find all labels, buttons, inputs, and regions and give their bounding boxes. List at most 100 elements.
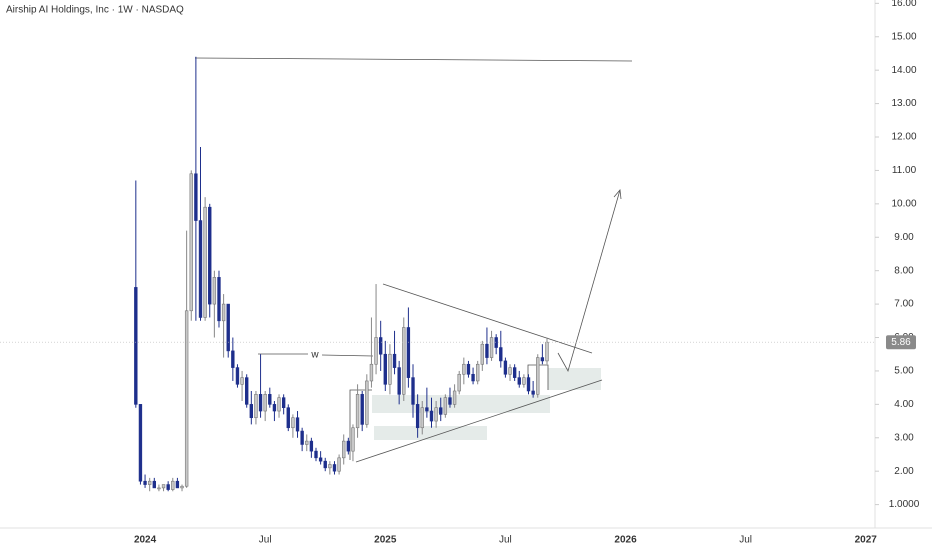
candle-body [545, 341, 549, 362]
candle-body [466, 363, 471, 375]
y-tick-label: 1.0000 [889, 499, 920, 510]
candle-body [462, 363, 466, 375]
zone [374, 426, 487, 440]
candle-body [411, 377, 415, 405]
candle-body [286, 407, 290, 429]
candle-body [355, 394, 360, 429]
y-tick-label: 3.00 [894, 432, 914, 443]
candle-body [240, 377, 244, 385]
x-tick-label: Jul [499, 535, 512, 546]
candle-body [212, 277, 217, 305]
y-tick-label: 13.00 [891, 98, 916, 109]
candle-body [305, 440, 309, 445]
candle-body [378, 337, 383, 355]
candle-body [314, 450, 318, 459]
candle-body [489, 337, 494, 358]
annotation: w [310, 350, 319, 361]
candle-body [526, 377, 531, 392]
candle-body [397, 367, 401, 395]
candle-body [221, 303, 226, 322]
candle-body [457, 373, 461, 392]
candle-body [171, 480, 175, 490]
last-price-box [886, 335, 916, 350]
triangle-top [382, 283, 593, 354]
candle-body [258, 394, 263, 412]
last-price-label: 5.86 [891, 337, 911, 348]
candle-body [425, 407, 429, 412]
y-tick-label: 15.00 [891, 31, 916, 42]
candle-body [189, 173, 193, 312]
candle-body [295, 417, 300, 432]
candle-body [512, 367, 517, 378]
candle-body [383, 353, 387, 385]
x-tick-label: 2024 [134, 535, 157, 546]
candle-body [443, 397, 448, 415]
candle-body [217, 277, 221, 322]
x-tick-label: Jul [739, 535, 752, 546]
candle-body [342, 440, 346, 459]
candle-body [365, 380, 369, 425]
candle-body [369, 363, 374, 382]
candle-body [531, 390, 535, 395]
candle-body [300, 430, 304, 445]
candle-body [245, 377, 249, 405]
candle-body [434, 407, 438, 422]
candle-body [536, 357, 540, 395]
drawings: w [194, 57, 633, 463]
x-tick-label: 2026 [614, 535, 637, 546]
candle-body [540, 357, 545, 362]
candle-body [323, 460, 327, 469]
resistance-line [194, 57, 633, 62]
candle-body [388, 353, 392, 385]
candle-body [328, 464, 332, 469]
w-line [321, 354, 374, 357]
bracket [349, 389, 372, 460]
candle-body [318, 457, 323, 462]
candle-body [522, 377, 526, 385]
triangle-bottom [355, 379, 603, 463]
candle-body [254, 394, 258, 419]
y-tick-label: 16.00 [891, 0, 916, 9]
candle-body [346, 440, 351, 452]
projection-arrow [557, 189, 621, 373]
y-tick-label: 8.00 [894, 265, 914, 276]
candle-body [508, 367, 512, 375]
candle-body [406, 327, 411, 378]
candle-body [503, 360, 508, 375]
candle-body [480, 343, 484, 365]
candle-body [476, 363, 480, 382]
candle-body [448, 397, 452, 405]
candle-body [138, 404, 143, 482]
zone [548, 368, 601, 390]
candle-body [499, 347, 503, 362]
candle-body [235, 367, 240, 385]
y-tick-label: 11.00 [892, 165, 917, 176]
candle-body [198, 220, 203, 318]
candle-body [180, 485, 184, 489]
candles [134, 56, 549, 492]
candle-body [272, 404, 277, 412]
candle-body [281, 397, 286, 408]
y-tick-label: 9.00 [894, 232, 914, 243]
candle-body [208, 206, 212, 305]
x-tick-label: 2025 [374, 535, 397, 546]
x-tick-label: 2027 [855, 535, 878, 546]
candle-body [494, 337, 498, 348]
y-tick-label: 7.00 [894, 299, 914, 310]
candle-body [374, 337, 378, 365]
candle-body [161, 484, 166, 489]
candle-body [517, 377, 521, 385]
candle-body [268, 394, 272, 405]
candle-body [152, 480, 156, 489]
candle-body [415, 404, 420, 429]
candle-body [226, 303, 230, 352]
y-tick-label: 14.00 [891, 65, 916, 76]
candle-body [143, 480, 147, 485]
candle-body [175, 480, 180, 489]
candle-body [351, 427, 355, 452]
candle-body [420, 407, 424, 429]
y-tick-label: 4.00 [894, 399, 914, 410]
candle-body [263, 394, 267, 412]
